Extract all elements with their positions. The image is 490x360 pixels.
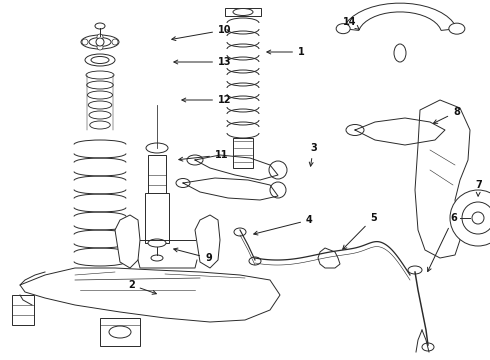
Circle shape xyxy=(450,190,490,246)
Ellipse shape xyxy=(146,143,168,153)
Text: 7: 7 xyxy=(475,180,482,196)
Text: 3: 3 xyxy=(309,143,317,166)
Ellipse shape xyxy=(233,9,253,15)
Ellipse shape xyxy=(88,91,113,99)
Circle shape xyxy=(112,39,118,45)
Circle shape xyxy=(435,120,455,140)
Text: 12: 12 xyxy=(182,95,231,105)
Ellipse shape xyxy=(336,24,350,34)
Text: 4: 4 xyxy=(254,215,313,235)
Circle shape xyxy=(462,202,490,234)
Ellipse shape xyxy=(151,255,163,261)
Ellipse shape xyxy=(95,23,105,29)
Ellipse shape xyxy=(85,54,115,66)
Polygon shape xyxy=(20,268,280,322)
Circle shape xyxy=(472,212,484,224)
Ellipse shape xyxy=(81,35,119,49)
Ellipse shape xyxy=(249,257,261,265)
Ellipse shape xyxy=(346,125,364,135)
Text: 2: 2 xyxy=(128,280,156,294)
Ellipse shape xyxy=(87,81,113,89)
Text: 1: 1 xyxy=(267,47,305,57)
Ellipse shape xyxy=(88,101,112,109)
Ellipse shape xyxy=(408,266,422,274)
Ellipse shape xyxy=(86,71,114,79)
Ellipse shape xyxy=(187,155,203,165)
Text: 6: 6 xyxy=(428,213,457,271)
Ellipse shape xyxy=(422,343,434,351)
Ellipse shape xyxy=(148,239,166,247)
Bar xyxy=(100,318,140,346)
Ellipse shape xyxy=(90,121,110,129)
Ellipse shape xyxy=(91,57,109,63)
Text: 9: 9 xyxy=(174,248,212,263)
Bar xyxy=(12,295,34,325)
Text: 5: 5 xyxy=(343,213,377,249)
Bar xyxy=(225,8,261,16)
Circle shape xyxy=(96,38,104,46)
Ellipse shape xyxy=(89,37,111,46)
Circle shape xyxy=(97,34,103,40)
Circle shape xyxy=(269,161,287,179)
Ellipse shape xyxy=(234,228,246,236)
Text: 8: 8 xyxy=(434,107,460,123)
Ellipse shape xyxy=(89,111,111,119)
Text: 14: 14 xyxy=(343,17,360,30)
Polygon shape xyxy=(318,248,340,268)
Polygon shape xyxy=(115,215,140,268)
Ellipse shape xyxy=(176,179,190,188)
Bar xyxy=(233,138,253,168)
Text: 11: 11 xyxy=(179,150,228,161)
Polygon shape xyxy=(195,215,220,268)
Circle shape xyxy=(82,39,88,45)
Circle shape xyxy=(270,182,286,198)
Circle shape xyxy=(97,44,103,50)
Bar xyxy=(145,193,169,243)
Ellipse shape xyxy=(394,44,406,62)
Text: 10: 10 xyxy=(172,25,231,41)
Ellipse shape xyxy=(109,326,131,338)
Polygon shape xyxy=(343,3,457,30)
Ellipse shape xyxy=(449,23,465,34)
Text: 13: 13 xyxy=(174,57,231,67)
Bar xyxy=(148,155,166,195)
Polygon shape xyxy=(415,100,470,258)
